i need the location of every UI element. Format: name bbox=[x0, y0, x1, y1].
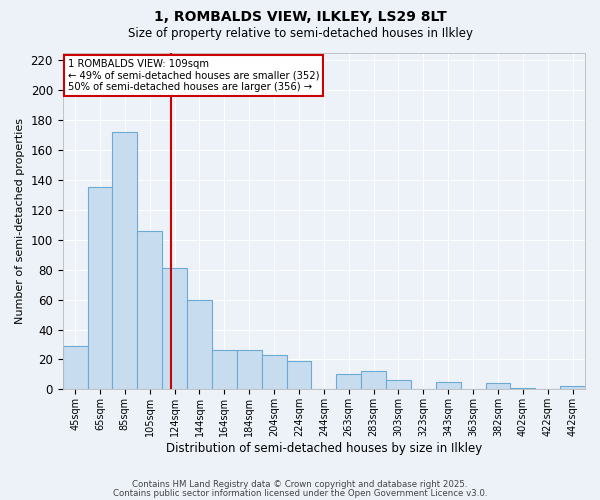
Bar bbox=[187, 300, 212, 390]
Bar bbox=[436, 382, 461, 390]
Bar bbox=[511, 388, 535, 390]
Bar bbox=[62, 346, 88, 390]
Text: Contains public sector information licensed under the Open Government Licence v3: Contains public sector information licen… bbox=[113, 490, 487, 498]
Bar bbox=[137, 230, 162, 390]
Text: 1 ROMBALDS VIEW: 109sqm
← 49% of semi-detached houses are smaller (352)
50% of s: 1 ROMBALDS VIEW: 109sqm ← 49% of semi-de… bbox=[68, 59, 319, 92]
Bar bbox=[262, 355, 287, 390]
Bar bbox=[212, 350, 237, 390]
Bar bbox=[560, 386, 585, 390]
Bar bbox=[287, 361, 311, 390]
Text: Size of property relative to semi-detached houses in Ilkley: Size of property relative to semi-detach… bbox=[128, 28, 473, 40]
Text: Contains HM Land Registry data © Crown copyright and database right 2025.: Contains HM Land Registry data © Crown c… bbox=[132, 480, 468, 489]
X-axis label: Distribution of semi-detached houses by size in Ilkley: Distribution of semi-detached houses by … bbox=[166, 442, 482, 455]
Bar bbox=[88, 188, 112, 390]
Bar bbox=[162, 268, 187, 390]
Bar bbox=[112, 132, 137, 390]
Bar bbox=[485, 384, 511, 390]
Bar bbox=[386, 380, 411, 390]
Bar bbox=[361, 372, 386, 390]
Text: 1, ROMBALDS VIEW, ILKLEY, LS29 8LT: 1, ROMBALDS VIEW, ILKLEY, LS29 8LT bbox=[154, 10, 446, 24]
Y-axis label: Number of semi-detached properties: Number of semi-detached properties bbox=[15, 118, 25, 324]
Bar bbox=[336, 374, 361, 390]
Bar bbox=[237, 350, 262, 390]
